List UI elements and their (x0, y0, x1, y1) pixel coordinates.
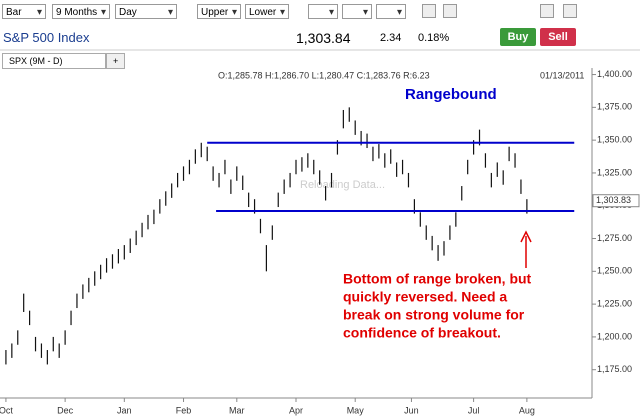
interval-select[interactable]: Day (115, 4, 177, 20)
y-tick-label: 1,350.00 (597, 135, 632, 145)
range-annotation: Rangebound (405, 86, 497, 103)
lower-select[interactable]: Lower (245, 4, 289, 20)
upper-select[interactable]: Upper (197, 4, 241, 20)
y-tick-label: 1,325.00 (597, 167, 632, 177)
arrow-head (520, 230, 532, 243)
y-tick-label: 1,250.00 (597, 266, 632, 276)
y-tick-label: 1,225.00 (597, 298, 632, 308)
chart-style-select[interactable]: Bar (2, 4, 46, 20)
chart-tab[interactable]: SPX (9M - D) (2, 53, 106, 69)
y-tick-label: 1,200.00 (597, 331, 632, 341)
watermark: Reloading Data... (300, 179, 385, 191)
x-tick-label: Jul (468, 405, 480, 415)
x-tick-label: Aug (519, 405, 535, 415)
color-tool[interactable] (342, 4, 372, 20)
sell-button[interactable]: Sell (540, 28, 576, 46)
note-line: quickly reversed. Need a (343, 289, 507, 305)
symbol-name: S&P 500 Index (3, 30, 90, 45)
note-line: Bottom of range broken, but (343, 271, 532, 287)
date-label: 01/13/2011 (540, 70, 584, 80)
y-tick-label: 1,375.00 (597, 102, 632, 112)
x-tick-label: Dec (57, 405, 74, 415)
remove-tool[interactable] (376, 4, 406, 20)
buy-button[interactable]: Buy (500, 28, 536, 46)
x-tick-label: Mar (229, 405, 245, 415)
change-percent: 0.18% (418, 32, 450, 44)
note-line: confidence of breakout. (343, 325, 501, 341)
x-tick-label: Jan (117, 405, 132, 415)
x-tick-label: Apr (289, 405, 303, 415)
window-icon[interactable] (540, 4, 554, 18)
last-price-tag (592, 194, 640, 208)
x-tick-label: Feb (176, 405, 192, 415)
y-tick-label: 1,400.00 (597, 69, 632, 79)
x-tick-label: May (347, 405, 365, 415)
last-price: 1,303.84 (296, 30, 351, 46)
change: 2.34 (380, 32, 402, 44)
add-tab[interactable]: + (106, 53, 126, 69)
y-tick-label: 1,175.00 (597, 364, 632, 374)
line-tool[interactable] (308, 4, 338, 20)
save-icon[interactable] (443, 4, 457, 18)
y-tick-label: 1,275.00 (597, 233, 632, 243)
ohlc-info: O:1,285.78 H:1,286.70 L:1,280.47 C:1,283… (218, 70, 430, 80)
x-tick-label: Jun (404, 405, 419, 415)
x-tick-label: Oct (0, 405, 13, 415)
period-select[interactable]: 9 Months (52, 4, 110, 20)
note-line: break on strong volume for (343, 307, 525, 323)
settings-icon[interactable] (422, 4, 436, 18)
last-price-label: 1,303.83 (596, 195, 631, 205)
print-icon[interactable] (563, 4, 577, 18)
